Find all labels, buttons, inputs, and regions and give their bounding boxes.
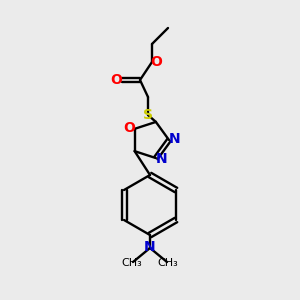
Text: CH₃: CH₃ — [158, 258, 178, 268]
Text: N: N — [144, 240, 156, 254]
Text: O: O — [110, 73, 122, 87]
Text: CH₃: CH₃ — [122, 258, 142, 268]
Text: O: O — [124, 121, 136, 135]
Text: O: O — [150, 55, 162, 69]
Text: S: S — [143, 108, 153, 122]
Text: N: N — [169, 132, 181, 146]
Text: N: N — [156, 152, 168, 166]
